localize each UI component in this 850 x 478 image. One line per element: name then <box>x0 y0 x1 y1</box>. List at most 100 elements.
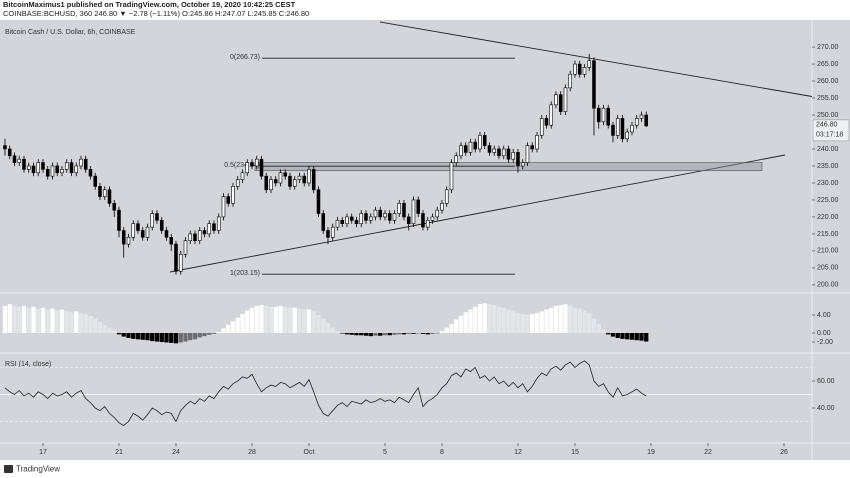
osc-bar <box>534 313 540 333</box>
candle-body <box>354 220 359 225</box>
candle-body <box>349 216 354 221</box>
osc-bar <box>45 309 50 333</box>
osc-bar <box>563 304 568 333</box>
candle-body <box>573 63 577 75</box>
candle-body <box>12 155 17 163</box>
candle-body <box>468 141 473 153</box>
osc-bar <box>240 314 245 333</box>
osc-bar <box>601 329 606 333</box>
x-tick-label: 21 <box>115 449 123 456</box>
osc-bar <box>525 314 530 333</box>
candle-body <box>516 152 520 167</box>
osc-tick-label: 0.00 <box>817 330 831 337</box>
candle-body <box>368 216 373 221</box>
osc-bar <box>292 307 297 333</box>
candle-body <box>102 189 107 197</box>
osc-bar <box>112 330 117 333</box>
y-tick-label: 210.00 <box>817 248 839 255</box>
candle-body <box>7 148 12 157</box>
osc-bar <box>107 327 112 333</box>
y-tick-label: 230.00 <box>817 180 839 187</box>
osc-bar <box>487 304 492 333</box>
y-tick-label: 240.00 <box>817 146 839 153</box>
osc-bar <box>530 314 535 333</box>
candle-body <box>311 169 316 191</box>
candle-body <box>620 118 625 140</box>
x-tick-label: 28 <box>248 449 256 456</box>
candle-body <box>150 213 155 228</box>
candle-body <box>511 152 516 160</box>
candle-body <box>60 169 64 174</box>
osc-bar <box>21 305 27 333</box>
x-tick-label: Oct <box>304 449 315 456</box>
osc-bar <box>382 333 388 336</box>
osc-bar <box>344 333 350 335</box>
osc-bar <box>278 305 283 333</box>
osc-bar <box>392 333 397 335</box>
osc-bar <box>577 308 582 333</box>
candle-body <box>444 189 449 204</box>
osc-bar <box>2 305 8 333</box>
candle-body <box>473 141 478 150</box>
osc-bar <box>192 333 198 340</box>
osc-bar <box>501 307 506 333</box>
osc-bar <box>126 333 131 338</box>
candle-body <box>463 145 468 153</box>
candle-body <box>630 124 634 133</box>
rsi-title: RSI (14, close) <box>5 361 51 368</box>
candle-body <box>611 124 615 136</box>
candle-body <box>259 158 264 177</box>
candle-body <box>587 60 592 68</box>
candle-body <box>245 162 250 174</box>
candle-body <box>625 131 630 140</box>
osc-bar <box>629 333 635 340</box>
brand: TradingView <box>16 465 60 474</box>
candle-body <box>93 175 98 187</box>
candle-body <box>50 165 55 177</box>
candle-body <box>183 240 188 255</box>
osc-bar <box>473 306 478 333</box>
osc-bar <box>226 324 231 333</box>
osc-bar <box>420 333 426 334</box>
osc-bar <box>596 323 601 333</box>
candle-body <box>492 148 497 153</box>
osc-bar <box>102 324 107 333</box>
y-tick-label: 260.00 <box>817 78 839 85</box>
candle-body <box>121 230 126 245</box>
candle-body <box>402 203 406 218</box>
osc-bar <box>50 308 55 333</box>
candle-body <box>373 209 378 218</box>
osc-bar <box>36 308 41 333</box>
candle-body <box>558 94 563 112</box>
osc-bar <box>135 333 141 340</box>
osc-bar <box>7 304 12 333</box>
candle-body <box>497 148 501 157</box>
osc-bar <box>582 310 587 333</box>
osc-bar <box>644 333 649 342</box>
osc-bar <box>311 311 316 333</box>
x-tick-label: 5 <box>383 449 387 456</box>
candle-body <box>45 169 50 177</box>
osc-bar <box>444 327 449 333</box>
candle-body <box>387 213 392 221</box>
descending-trendline <box>379 21 813 97</box>
candle-body <box>596 107 601 123</box>
osc-bar <box>625 333 630 340</box>
candle-body <box>292 179 297 187</box>
osc-bar <box>325 323 331 333</box>
osc-bar <box>121 333 126 337</box>
osc-bar <box>449 323 454 333</box>
candle-body <box>126 237 131 245</box>
x-tick-label: 22 <box>704 449 712 456</box>
candle-body <box>435 209 440 218</box>
candle-body <box>112 203 117 211</box>
publisher: BitcoinMaximus1 published on TradingView… <box>3 0 296 9</box>
candle-body <box>273 179 278 184</box>
candle-body <box>250 162 254 167</box>
osc-tick-label: 4.00 <box>817 312 831 319</box>
osc-bar <box>207 333 212 335</box>
candle-body <box>335 220 340 228</box>
osc-bar <box>150 333 155 342</box>
candle-body <box>544 118 549 126</box>
header-bar <box>0 0 850 20</box>
